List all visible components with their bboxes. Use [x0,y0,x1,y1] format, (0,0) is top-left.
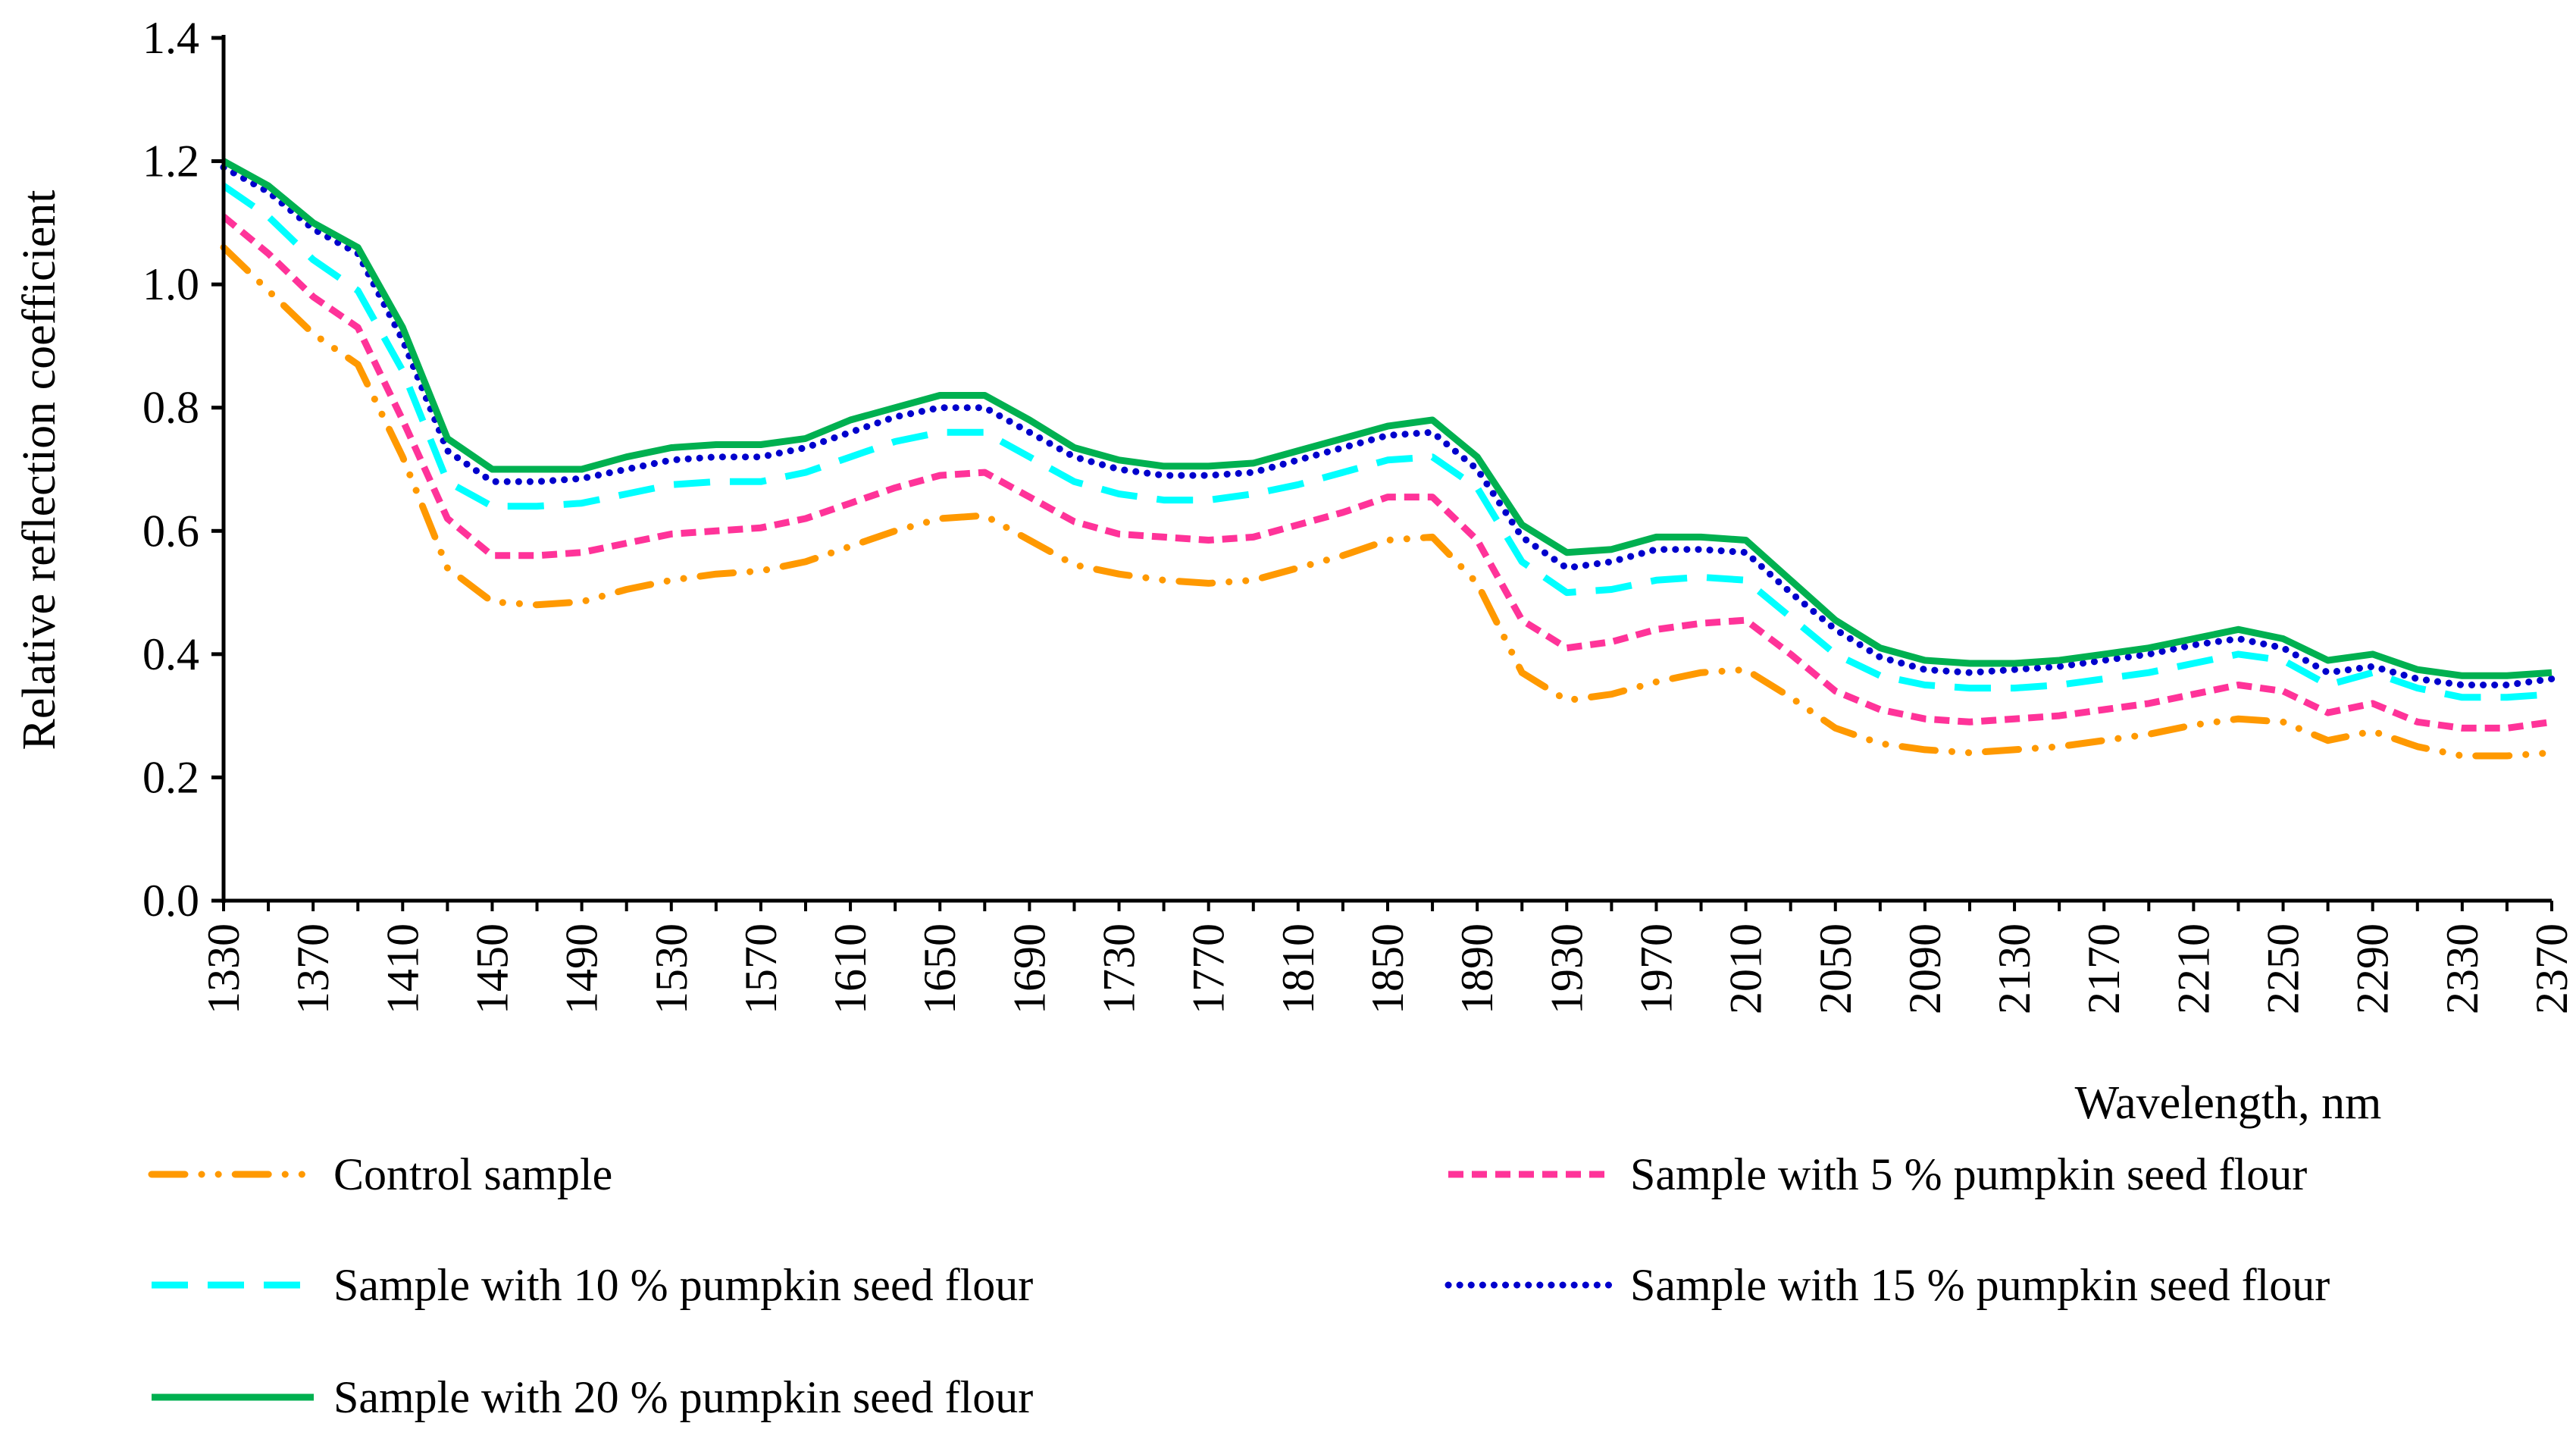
x-tick-label: 1730 [1094,923,1144,1014]
series-line-4 [221,158,2553,679]
series-layer [220,158,2556,760]
x-tick-label: 1770 [1184,923,1234,1014]
legend-item-2: Sample with 10 % pumpkin seed flour [152,1260,1033,1310]
x-tick-label: 1810 [1273,923,1323,1014]
y-tick-label: 0.0 [142,876,199,926]
x-tick-label: 2130 [1989,923,2039,1014]
legend: Control sample Sample with 5 % pumpkin se… [148,1149,2330,1422]
x-tick-label: 2370 [2527,923,2576,1014]
x-tick-label: 1570 [736,923,786,1014]
x-tick-label: 1490 [557,923,607,1014]
series-line-3 [220,164,2556,688]
y-tick-label: 1.4 [142,13,199,63]
x-tick-label: 1330 [199,923,249,1014]
x-tick-label: 1610 [825,923,875,1014]
legend-label: Sample with 10 % pumpkin seed flour [333,1260,1033,1310]
x-tick-label: 2090 [1900,923,1950,1014]
legend-item-1: Sample with 5 % pumpkin seed flour [1448,1149,2307,1199]
legend-item-3: Sample with 15 % pumpkin seed flour [1445,1260,2330,1310]
y-tick-label: 0.6 [142,506,199,556]
x-tick-label: 1450 [467,923,517,1014]
legend-label: Sample with 15 % pumpkin seed flour [1630,1260,2330,1310]
x-tick-label: 1850 [1363,923,1413,1014]
series-line-2 [221,183,2553,701]
x-tick-label: 2170 [2079,923,2129,1014]
x-tick-label: 1370 [288,923,338,1014]
y-tick-label: 0.2 [142,752,199,802]
x-tick-label: 1890 [1452,923,1502,1014]
x-tick-label: 2010 [1721,923,1771,1014]
y-axis-title: Relative reflection coefficient [14,190,65,750]
series-line-0 [220,243,2556,760]
x-tick-label: 2330 [2437,923,2487,1014]
x-axis-title: Wavelength, nm [2075,1077,2382,1129]
y-tick-label: 0.4 [142,629,199,679]
y-tick-label: 0.8 [142,383,199,433]
x-tick-label: 1970 [1631,923,1681,1014]
x-tick-label: 2210 [2168,923,2218,1014]
x-tick-label: 1650 [915,923,965,1014]
legend-item-0: Control sample [148,1149,612,1199]
x-tick-label: 2050 [1811,923,1861,1014]
legend-label: Sample with 20 % pumpkin seed flour [333,1372,1033,1422]
legend-item-4: Sample with 20 % pumpkin seed flour [152,1372,1033,1422]
x-tick-label: 1530 [646,923,696,1014]
x-tick-label: 1690 [1004,923,1054,1014]
axes: 0.0 0.2 0.4 0.6 0.8 1.0 1.2 1.4 1330 1370 1410 1450… [142,13,2576,1014]
x-tick-label: 2250 [2258,923,2308,1014]
legend-label: Sample with 5 % pumpkin seed flour [1630,1149,2307,1199]
series-line-1 [221,214,2553,732]
y-tick-label: 1.2 [142,136,199,187]
x-tick-label: 2290 [2348,923,2398,1014]
legend-label: Control sample [333,1149,612,1199]
x-tick-label: 1410 [377,923,427,1014]
y-tick-label: 1.0 [142,259,199,309]
x-tick-label: 1930 [1542,923,1592,1014]
